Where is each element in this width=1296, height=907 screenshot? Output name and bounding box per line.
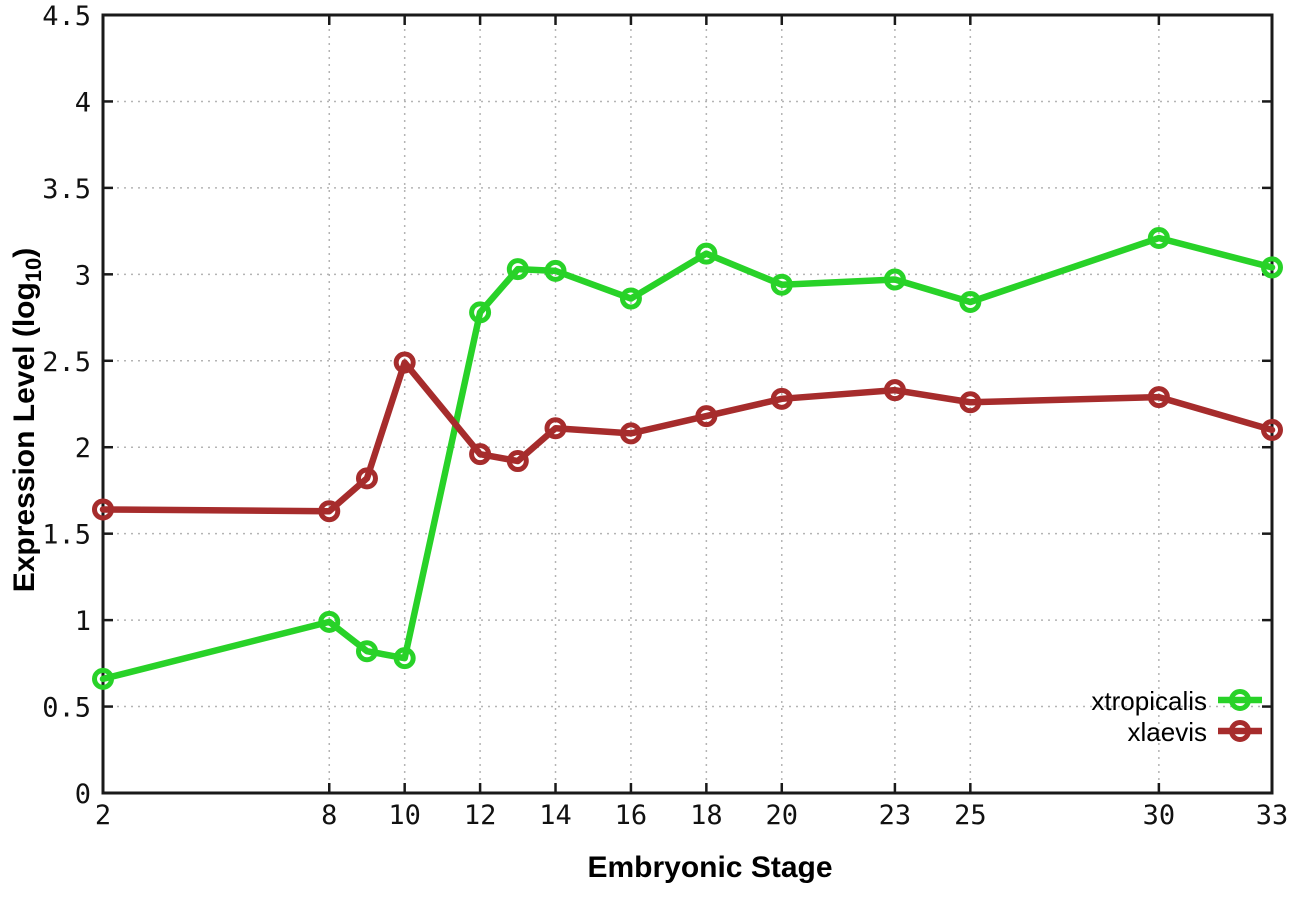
series-point-xlaevis <box>544 417 567 440</box>
legend-label-xlaevis: xlaevis <box>1128 717 1207 747</box>
x-tick-label: 2 <box>95 800 111 831</box>
series-line-xtropicalis <box>99 234 1276 683</box>
series-point-xlaevis <box>619 422 642 445</box>
legend: xtropicalis xlaevis <box>1091 686 1207 747</box>
series-point-xtropicalis <box>695 242 718 265</box>
x-tick-label: 33 <box>1256 800 1289 831</box>
x-tick-label: 10 <box>388 800 421 831</box>
y-tick-label: 0.5 <box>42 693 91 724</box>
series-point-xtropicalis <box>619 287 642 310</box>
plot-area: 0 0.5 1 1.5 2 2.5 3 3.5 4 4.5 2 8 10 12 14 16 18 20 23 25 30… <box>42 1 1288 831</box>
series-line-xlaevis <box>99 359 1276 515</box>
series-point-xtropicalis <box>1147 227 1170 250</box>
series-point-xtropicalis <box>318 610 341 633</box>
series-point-xtropicalis <box>1261 256 1283 279</box>
y-axis-title-main: Expression Level (log <box>8 282 41 592</box>
y-tick-label: 4 <box>75 87 91 118</box>
series-point-xlaevis <box>393 351 416 374</box>
legend-marker-xlaevis <box>1229 720 1251 742</box>
series-point-xlaevis <box>695 405 718 428</box>
x-tick-label: 23 <box>879 800 912 831</box>
legend-label-xtropicalis: xtropicalis <box>1091 686 1207 716</box>
series-point-xtropicalis <box>469 301 492 324</box>
y-tick-label: 2.5 <box>42 347 91 378</box>
x-axis-title: Embryonic Stage <box>587 851 832 884</box>
y-tick-label: 3.5 <box>42 174 91 205</box>
x-tick-label: 8 <box>321 800 337 831</box>
series-point-xtropicalis <box>770 273 793 296</box>
x-tick-label: 16 <box>615 800 648 831</box>
x-tick-label: 20 <box>766 800 799 831</box>
series-point-xlaevis <box>770 387 793 410</box>
series-point-xtropicalis <box>883 268 906 291</box>
y-tick-label: 1 <box>75 606 91 637</box>
y-tick-label: 2 <box>75 433 91 464</box>
x-tick-label: 18 <box>690 800 723 831</box>
x-tick-label: 12 <box>464 800 497 831</box>
x-tick-label: 30 <box>1143 800 1176 831</box>
plot-border <box>101 13 1274 795</box>
series-point-xlaevis <box>469 443 492 466</box>
series-point-xlaevis <box>959 391 982 414</box>
x-tick-label: 25 <box>954 800 987 831</box>
series-point-xtropicalis <box>506 258 529 281</box>
series-point-xlaevis <box>506 450 529 473</box>
y-axis-title: Expression Level (log10) <box>8 248 46 593</box>
series-point-xtropicalis <box>355 640 378 663</box>
series-point-xlaevis <box>1147 386 1170 409</box>
y-tick-label: 1.5 <box>42 520 91 551</box>
y-axis-title-subscript: 10 <box>21 258 46 282</box>
series-point-xlaevis <box>92 498 114 521</box>
y-tick-label: 4.5 <box>42 1 91 32</box>
y-tick-label: 3 <box>75 260 91 291</box>
x-tick-label: 14 <box>539 800 572 831</box>
series-point-xtropicalis <box>544 259 567 282</box>
series-point-xlaevis <box>355 467 378 490</box>
series-point-xtropicalis <box>959 290 982 313</box>
series-point-xlaevis <box>318 500 341 523</box>
legend-marker-xtropicalis <box>1229 689 1251 711</box>
series-point-xlaevis <box>883 379 906 402</box>
series-point-xtropicalis <box>92 667 114 690</box>
y-axis-title-close: ) <box>8 248 41 258</box>
y-tick-label: 0 <box>75 779 91 810</box>
series-point-xtropicalis <box>393 647 416 670</box>
series-point-xlaevis <box>1261 418 1283 441</box>
